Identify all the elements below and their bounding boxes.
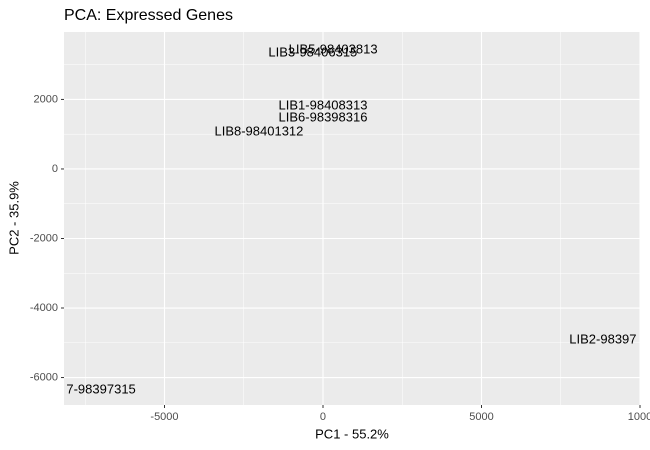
point-label: 7-98397315 xyxy=(66,381,135,396)
x-tick-label: 1000 xyxy=(628,411,650,423)
y-tick-label: -2000 xyxy=(30,232,58,244)
plot-background xyxy=(64,32,640,405)
y-tick-label: 0 xyxy=(52,163,58,175)
x-tick-label: -5000 xyxy=(150,411,178,423)
point-label: LIB2-98397 xyxy=(569,331,636,346)
point-label: LIB6-98398316 xyxy=(279,109,368,124)
x-axis-title: PC1 - 55.2% xyxy=(315,426,389,441)
chart-title: PCA: Expressed Genes xyxy=(64,7,233,24)
y-axis-title: PC2 - 35.9% xyxy=(6,181,21,255)
x-tick-label: 5000 xyxy=(469,411,493,423)
point-label: LIB8-98401312 xyxy=(214,123,303,138)
y-tick-label: -4000 xyxy=(30,302,58,314)
y-tick-label: 2000 xyxy=(34,93,58,105)
point-label: LIB3-98406315 xyxy=(268,44,357,59)
x-tick-label: 0 xyxy=(320,411,326,423)
y-tick-label: -6000 xyxy=(30,371,58,383)
point-label: LIB1-98408313 xyxy=(279,97,368,112)
point-label: LIB5-98403813 xyxy=(289,42,378,57)
